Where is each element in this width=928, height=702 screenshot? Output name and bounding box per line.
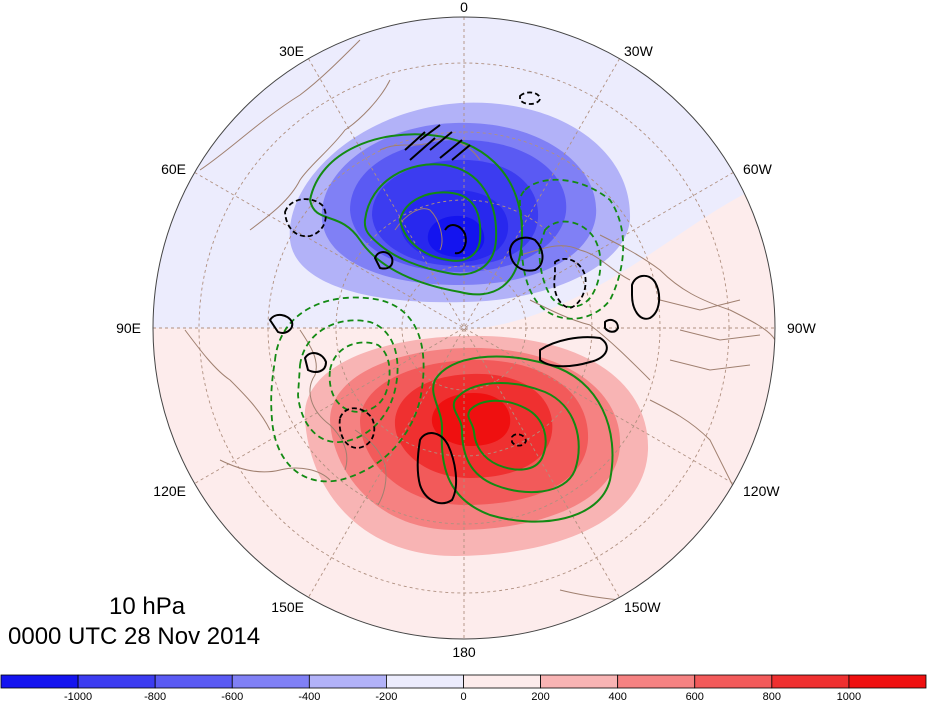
positive-anomaly	[304, 335, 649, 556]
colorbar-tick-label: -800	[144, 691, 166, 702]
lon-label-180: 180	[452, 644, 476, 660]
colorbar-tick-label: 600	[686, 691, 704, 702]
colorbar-tick-label: -600	[221, 691, 243, 702]
map-boundary	[152, 16, 776, 640]
graticule	[153, 17, 775, 639]
colorbar-swatch	[308, 674, 387, 689]
colorbar-swatch	[154, 674, 233, 689]
lon-label-120w: 120W	[743, 483, 780, 499]
colorbar-tick-label: 0	[460, 691, 466, 702]
lon-label-120e: 120E	[153, 483, 186, 499]
pressure-level-title: 10 hPa	[109, 593, 186, 620]
longitude-labels: 0 30W 60W 90W 120W 150W 180 150E 120E 90…	[116, 0, 816, 660]
timestamp-title: 0000 UTC 28 Nov 2014	[8, 623, 261, 650]
lon-label-150w: 150W	[624, 599, 661, 615]
coastlines	[184, 39, 775, 601]
colorbar-tick-label: 200	[531, 691, 549, 702]
colorbar-swatch	[848, 674, 927, 689]
lon-label-90e: 90E	[116, 320, 141, 336]
colorbar-tick-label: -1000	[64, 691, 92, 702]
colorbar-tick-label: 1000	[837, 691, 861, 702]
colorbar: -1000 -800 -600 -400 -200 0 200 400 600 800 1000	[0, 674, 927, 702]
lon-label-0: 0	[460, 0, 468, 15]
lon-label-30e: 30E	[279, 43, 304, 59]
colorbar-tick-label: -400	[298, 691, 320, 702]
black-contours	[268, 124, 661, 505]
colorbar-swatch	[231, 674, 310, 689]
colorbar-swatch	[617, 674, 696, 689]
colorbar-swatch	[771, 674, 850, 689]
colorbar-swatch	[540, 674, 619, 689]
colorbar-tick-label: 800	[763, 691, 781, 702]
colorbar-swatch	[386, 674, 464, 689]
colorbar-swatch	[463, 674, 541, 689]
green-contours-solid	[308, 133, 614, 523]
map-disk	[153, 17, 775, 639]
colorbar-tick-label: 400	[608, 691, 626, 702]
colorbar-swatch	[694, 674, 773, 689]
lon-label-150e: 150E	[271, 599, 304, 615]
lon-label-30w: 30W	[624, 43, 654, 59]
green-contours-dashed	[270, 178, 625, 483]
lon-label-60e: 60E	[161, 161, 186, 177]
colorbar-swatch	[0, 674, 79, 689]
colorbar-tick-label: -200	[375, 691, 397, 702]
black-contours-dashed	[284, 91, 587, 449]
lon-label-60w: 60W	[743, 161, 773, 177]
colorbar-swatch	[77, 674, 156, 689]
lon-label-90w: 90W	[787, 320, 817, 336]
